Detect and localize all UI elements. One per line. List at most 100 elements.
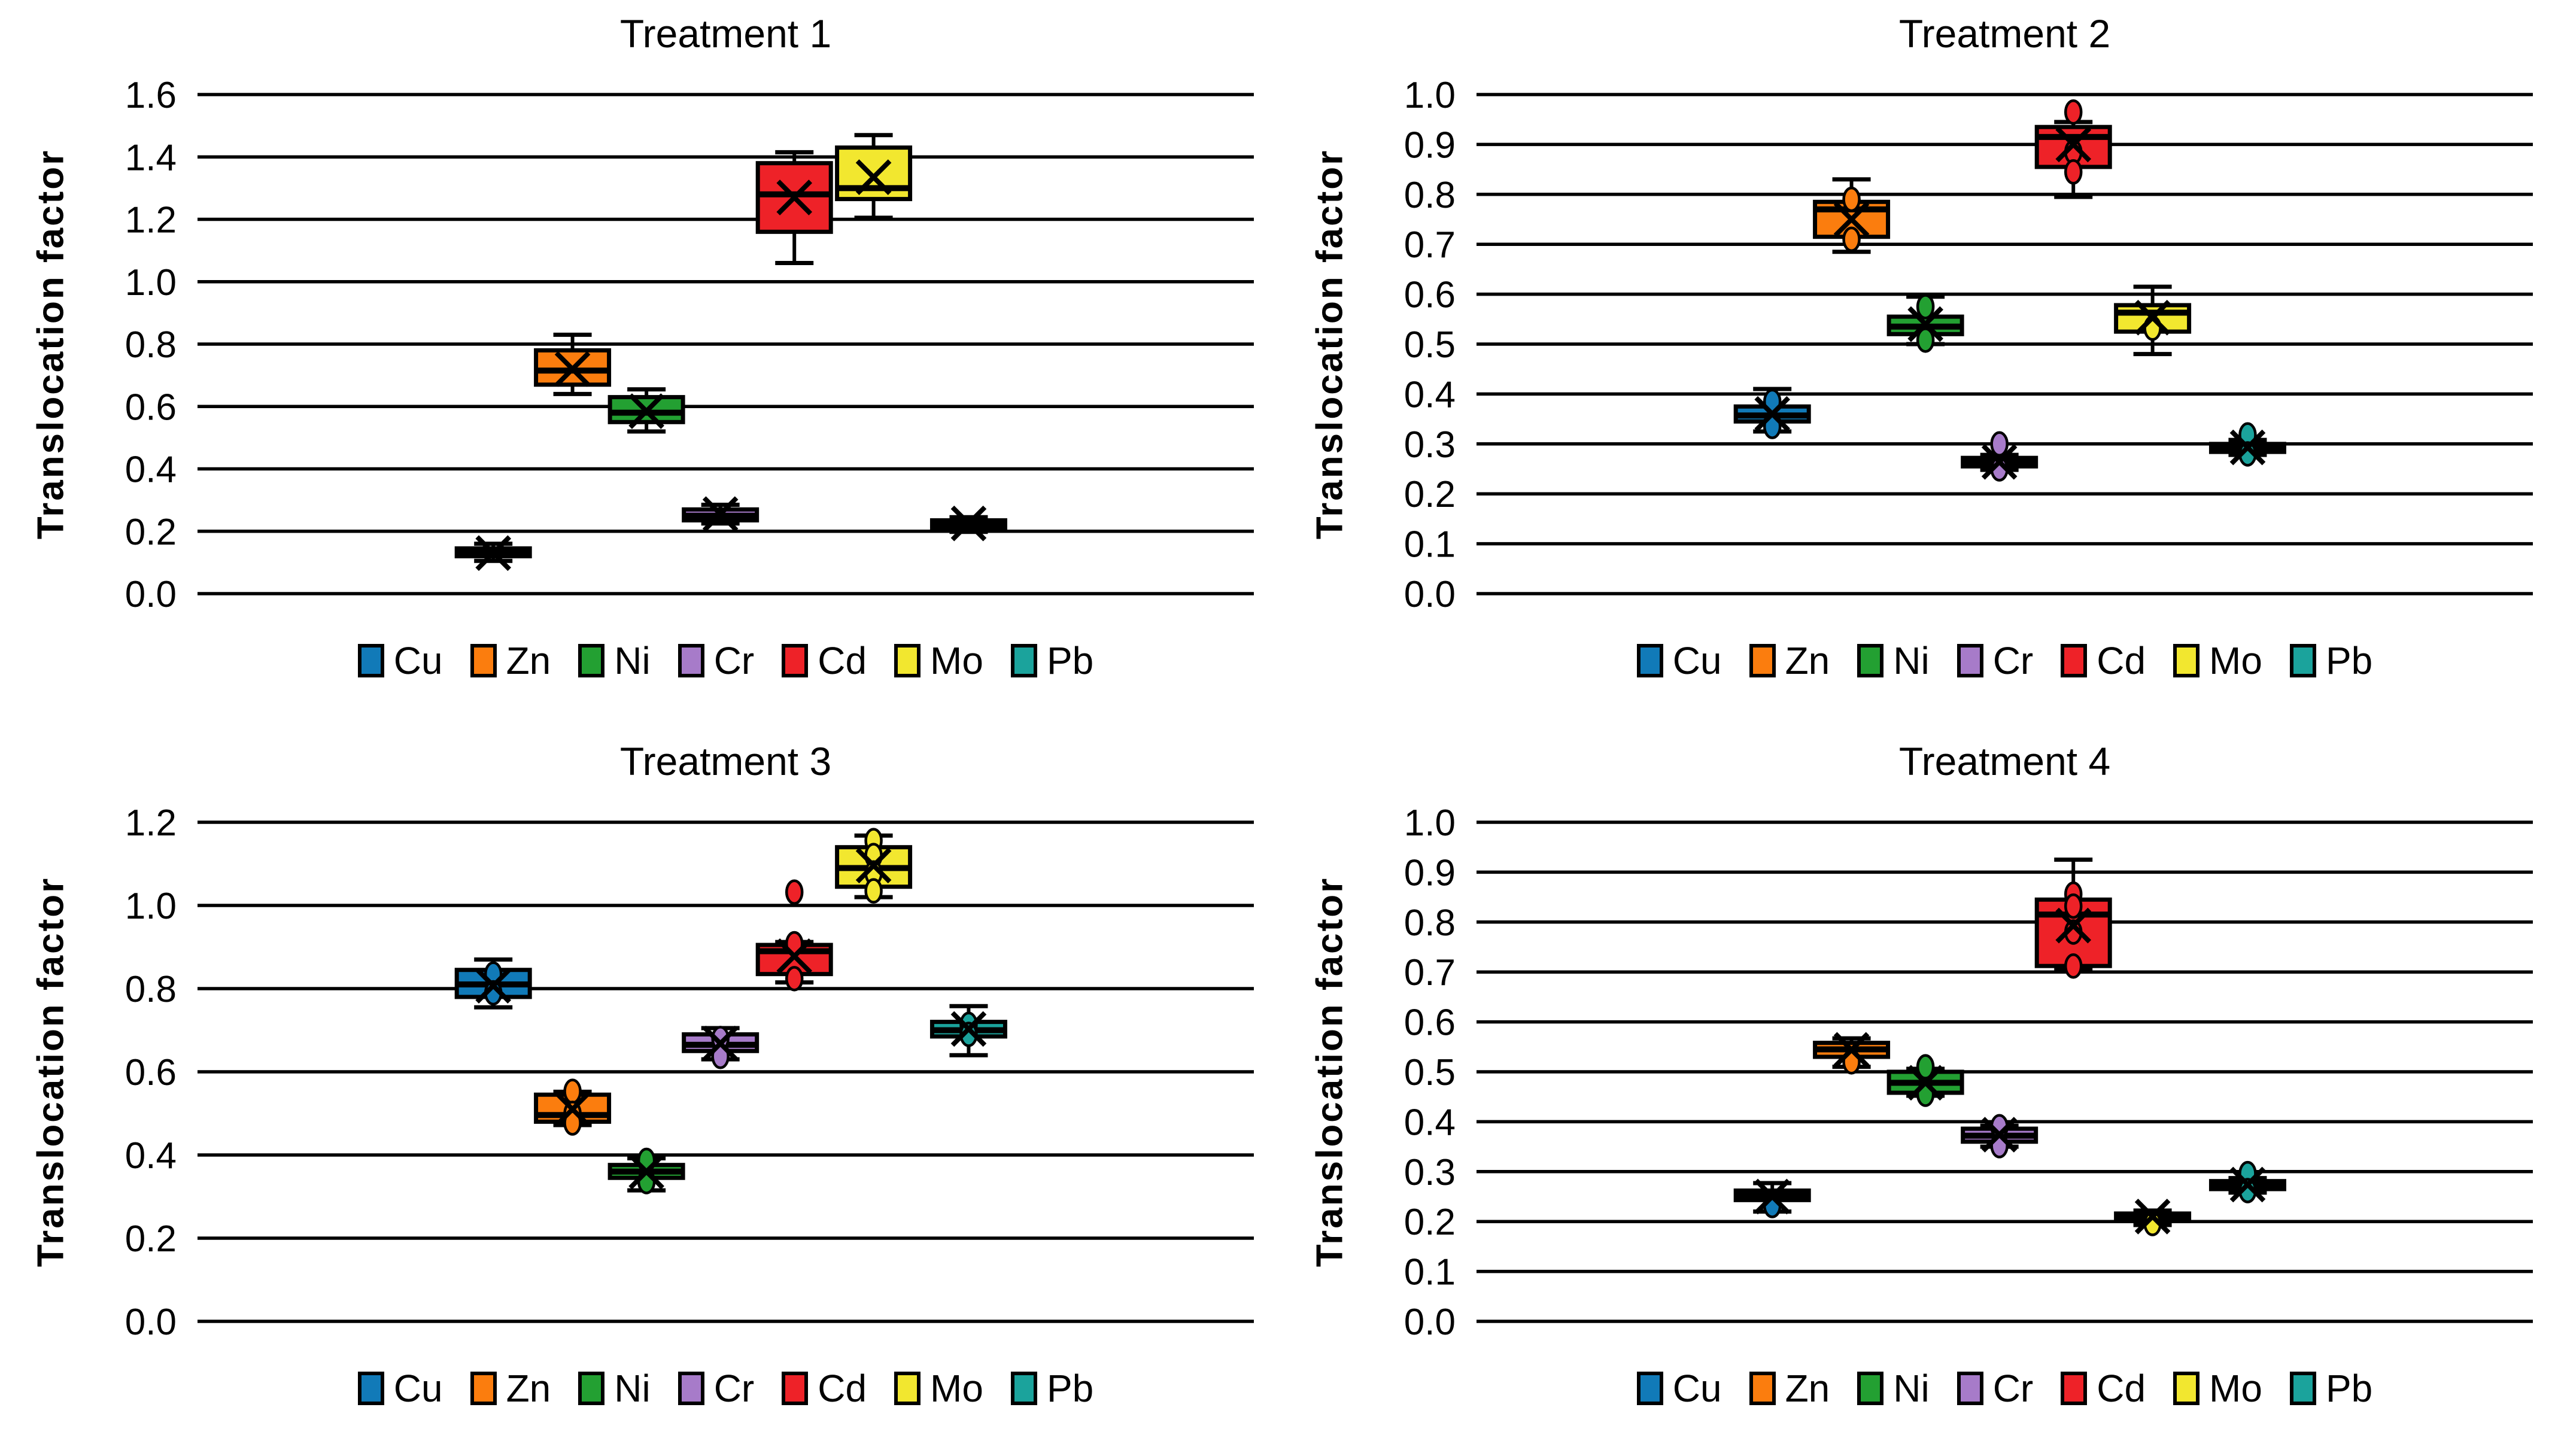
legend-item-pb: Pb (2289, 1367, 2373, 1410)
y-tick-label: 0.5 (1404, 1052, 1456, 1093)
treatment-4-panel: Treatment 4 Translocation factor 0.0 0.1 0… (1279, 728, 2558, 1455)
data-point (1842, 186, 1861, 212)
legend-label: Ni (614, 639, 651, 682)
legend-item-ni: Ni (1857, 639, 1930, 682)
legend-label: Ni (614, 1367, 651, 1410)
legend-item-ni: Ni (578, 1367, 651, 1410)
treatment-3-boxplot: 0.0 0.2 0.4 0.6 0.8 1.0 1.2 (125, 803, 1254, 1343)
legend-swatch-cd (782, 644, 809, 677)
legend-swatch-cr (678, 644, 704, 677)
legend-item-zn: Zn (470, 1369, 551, 1408)
legend-label: Ni (1893, 1367, 1930, 1410)
legend-item-ni: Ni (1857, 1367, 1930, 1410)
data-point (563, 1078, 582, 1104)
legend-swatch-mo (2173, 1372, 2200, 1405)
legend-label: Zn (1785, 639, 1830, 682)
treatment-2-panel: Treatment 2 Translocation factor 0.0 0.1 0… (1279, 0, 2558, 728)
legend-item-cr: Cr (1957, 642, 2033, 680)
legend-swatch-zn (470, 1372, 497, 1405)
y-tick-label: 0.9 (1404, 124, 1456, 166)
box-series-mo (835, 828, 913, 904)
box-series-zn (534, 1078, 612, 1136)
y-tick-label: 0.3 (1404, 424, 1456, 466)
data-point (1916, 1054, 1935, 1080)
y-tick-label: 1.0 (1404, 75, 1456, 116)
legend-swatch-mo (894, 644, 921, 677)
legend-swatch-pb (1010, 1372, 1037, 1405)
legend-item-pb: Pb (2289, 639, 2373, 682)
box-series-pb (2208, 1160, 2286, 1203)
box-series-mo (2114, 284, 2192, 357)
data-point (785, 966, 804, 992)
legend-item-mo: Mo (2173, 642, 2262, 680)
box-series-ni (607, 1147, 685, 1194)
data-point (1842, 226, 1861, 253)
legend-label: Pb (2325, 639, 2373, 682)
legend-swatch-pb (1010, 644, 1037, 677)
y-tick-label: 0.8 (1404, 902, 1456, 944)
legend: Cu Zn Ni Cr Cd Mo Pb (1477, 1369, 2533, 1408)
legend-item-ni: Ni (578, 639, 651, 682)
y-tick-label: 0.7 (1404, 952, 1456, 993)
legend-item-mo: Mo (894, 1369, 983, 1408)
legend-item-pb: Pb (1010, 639, 1094, 682)
legend: Cu Zn Ni Cr Cd Mo Pb (198, 642, 1254, 680)
legend-swatch-zn (470, 644, 497, 677)
y-tick-label: 0.6 (125, 1052, 177, 1093)
box-series-cd (755, 879, 833, 992)
legend-label: Cu (1672, 639, 1722, 682)
box-series-ni (1886, 1054, 1964, 1107)
legend-swatch-cd (2061, 1372, 2088, 1405)
box-series-cu (1733, 1178, 1811, 1218)
legend-item-pb: Pb (1010, 1369, 1093, 1408)
legend-label: Pb (1046, 639, 1094, 682)
data-point (785, 879, 804, 905)
y-tick-label: 0.8 (125, 969, 177, 1010)
y-tick-label: 0.0 (1404, 1302, 1456, 1343)
box-series-cr (1961, 1114, 2038, 1159)
legend-label: Mo (930, 1367, 983, 1410)
legend-item-cu: Cu (1636, 1369, 1722, 1408)
y-tick-label: 1.6 (125, 75, 177, 116)
y-tick-label: 0.8 (125, 324, 177, 366)
chart-title: Treatment 4 (1898, 739, 2111, 783)
legend-swatch-cu (357, 644, 384, 677)
box-series-cd (2034, 858, 2112, 979)
legend-item-cu: Cu (1636, 639, 1722, 682)
y-tick-label: 0.7 (1404, 224, 1456, 266)
y-tick-label: 0.9 (1404, 852, 1456, 893)
legend-item-zn: Zn (1749, 1369, 1830, 1408)
y-tick-label: 0.4 (1404, 374, 1456, 415)
legend-swatch-cd (2061, 644, 2088, 677)
legend-swatch-ni (1857, 644, 1884, 677)
legend-label: Ni (1893, 639, 1930, 682)
data-point (2064, 159, 2083, 185)
y-tick-label: 0.2 (1404, 474, 1456, 515)
legend-swatch-cr (1957, 1372, 1983, 1405)
legend-label: Cu (393, 1367, 443, 1410)
legend-swatch-ni (1857, 1372, 1884, 1405)
box-series-cd (2034, 99, 2112, 199)
y-tick-label: 1.0 (125, 262, 177, 303)
y-tick-label: 0.0 (125, 1302, 177, 1343)
chart-title: Treatment 3 (619, 739, 832, 783)
y-tick-label: 0.6 (1404, 275, 1456, 316)
data-point (1916, 294, 1935, 320)
legend-swatch-zn (1749, 1372, 1776, 1405)
treatment-4-boxplot: 0.0 0.1 0.2 0.3 0.4 0.5 0.6 0.7 0.8 0.9 1.0 (1404, 803, 2533, 1343)
legend-item-cr: Cr (1957, 1367, 2034, 1410)
legend-item-cr: Cr (678, 642, 754, 680)
legend-label: Pb (2325, 1367, 2373, 1410)
y-tick-label: 0.0 (1404, 574, 1456, 615)
y-tick-label: 0.0 (125, 574, 177, 615)
legend-swatch-pb (2289, 644, 2316, 677)
data-point (1916, 327, 1935, 353)
legend-label: Cr (1992, 1367, 2034, 1410)
y-tick-label: 0.5 (1404, 324, 1456, 366)
legend-swatch-cu (1636, 1372, 1663, 1405)
box-series-pb (929, 1004, 1007, 1057)
legend-swatch-cr (678, 1372, 704, 1405)
box-series-ni (1886, 294, 1964, 353)
box-series-cd (755, 150, 833, 265)
